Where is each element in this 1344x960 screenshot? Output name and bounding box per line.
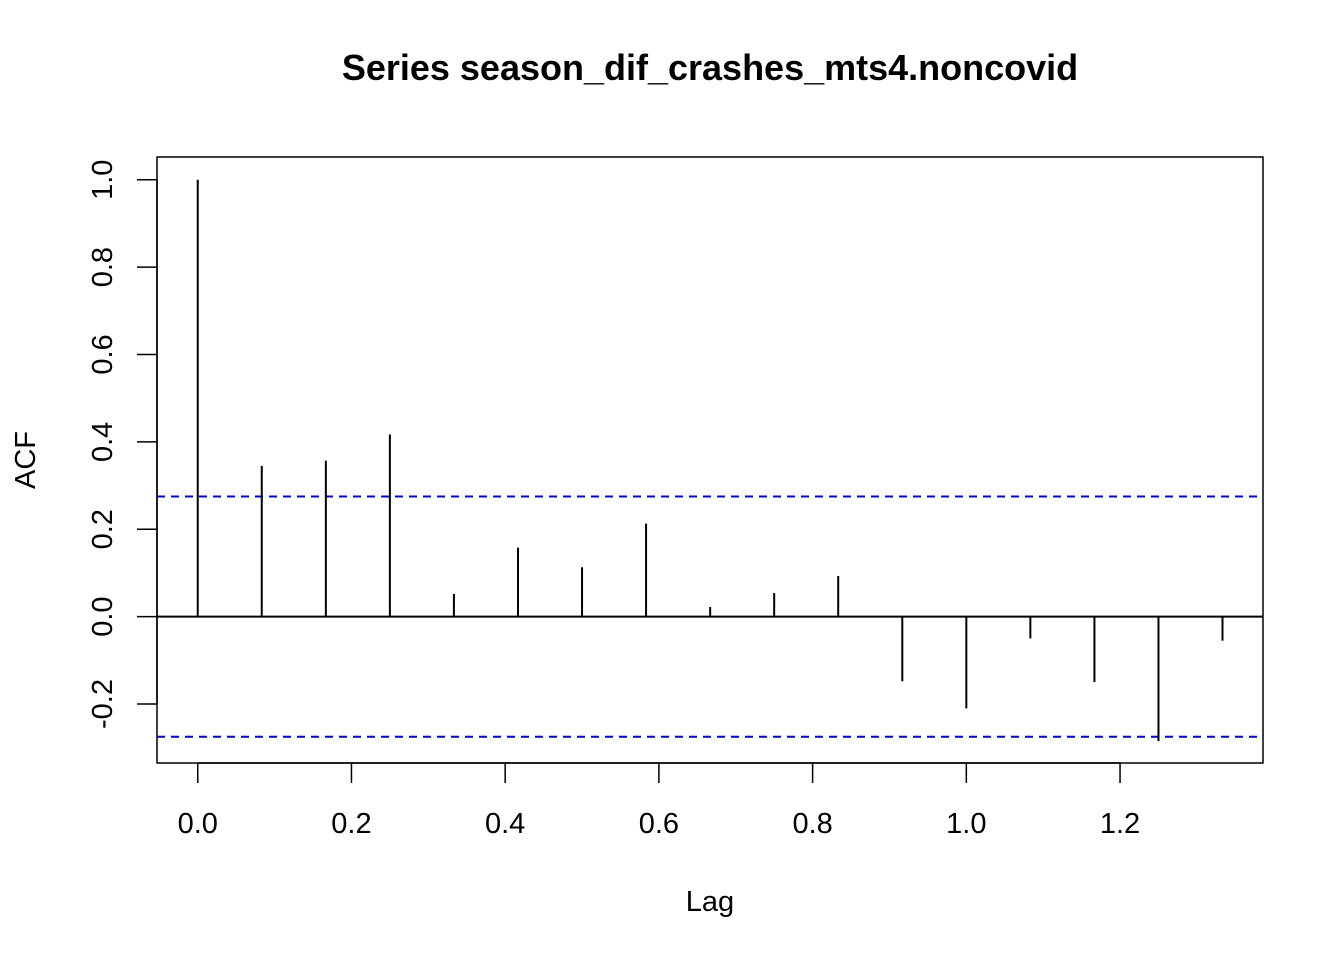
x-tick-label-3: 0.6 bbox=[639, 808, 679, 840]
y-tick-label-2: 0.2 bbox=[87, 509, 119, 549]
confidence-bounds bbox=[157, 495, 1263, 738]
x-tick-label-4: 0.8 bbox=[792, 808, 832, 840]
y-tick-label-3: 0.4 bbox=[87, 422, 119, 462]
x-tick-label-0: 0.0 bbox=[178, 808, 218, 840]
y-axis: -0.2 0.0 0.2 0.4 0.6 0.8 1.0 bbox=[87, 160, 158, 729]
y-tick-label-1: 0.0 bbox=[87, 596, 119, 636]
y-tick-label-0: -0.2 bbox=[87, 679, 119, 729]
x-tick-label-2: 0.4 bbox=[485, 808, 525, 840]
acf-bars bbox=[196, 179, 1224, 742]
x-tick-label-6: 1.2 bbox=[1100, 808, 1140, 840]
x-tick-label-5: 1.0 bbox=[946, 808, 986, 840]
plot-frame bbox=[156, 156, 1264, 764]
x-axis: 0.0 0.2 0.4 0.6 0.8 1.0 1.2 bbox=[178, 762, 1140, 840]
y-tick-label-5: 0.8 bbox=[87, 247, 119, 287]
y-axis-label: ACF bbox=[10, 431, 42, 489]
x-tick-label-1: 0.2 bbox=[331, 808, 371, 840]
x-axis-label: Lag bbox=[686, 886, 734, 918]
chart-title: Series season_dif_crashes_mts4.noncovid bbox=[342, 47, 1078, 88]
y-tick-label-4: 0.6 bbox=[87, 334, 119, 374]
y-tick-label-6: 1.0 bbox=[87, 160, 119, 200]
